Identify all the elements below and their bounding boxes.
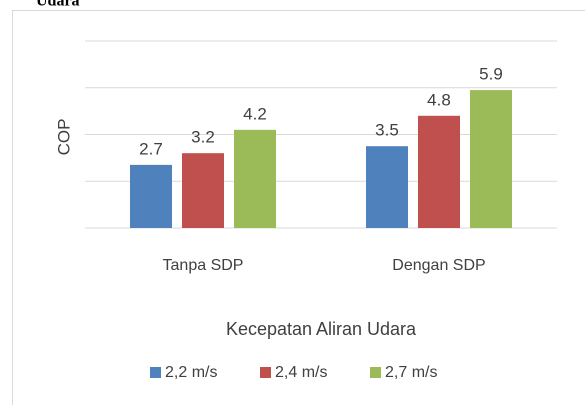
- value-label: 3.2: [191, 128, 215, 147]
- bar: [130, 164, 172, 228]
- value-label: 3.5: [375, 121, 399, 140]
- chart-title: Udara: [36, 0, 80, 10]
- value-label: 2.7: [139, 139, 163, 158]
- x-axis-label: Kecepatan Aliran Udara: [226, 319, 417, 339]
- bar: [470, 90, 512, 229]
- value-label: 5.9: [479, 65, 503, 84]
- value-label: 4.2: [243, 104, 267, 123]
- legend-swatch: [370, 367, 381, 378]
- value-label: 4.8: [427, 90, 451, 109]
- x-tick-label: Dengan SDP: [392, 257, 485, 274]
- legend-swatch: [260, 367, 271, 378]
- bar: [182, 153, 224, 228]
- bar: [366, 146, 408, 228]
- bar: [234, 129, 276, 228]
- legend-label: 2,2 m/s: [165, 364, 217, 381]
- y-axis-label: COP: [54, 119, 73, 156]
- bar: [418, 115, 460, 228]
- legend-label: 2,4 m/s: [275, 364, 327, 381]
- x-tick-label: Tanpa SDP: [163, 257, 244, 274]
- legend-label: 2,7 m/s: [385, 364, 437, 381]
- legend-swatch: [150, 367, 161, 378]
